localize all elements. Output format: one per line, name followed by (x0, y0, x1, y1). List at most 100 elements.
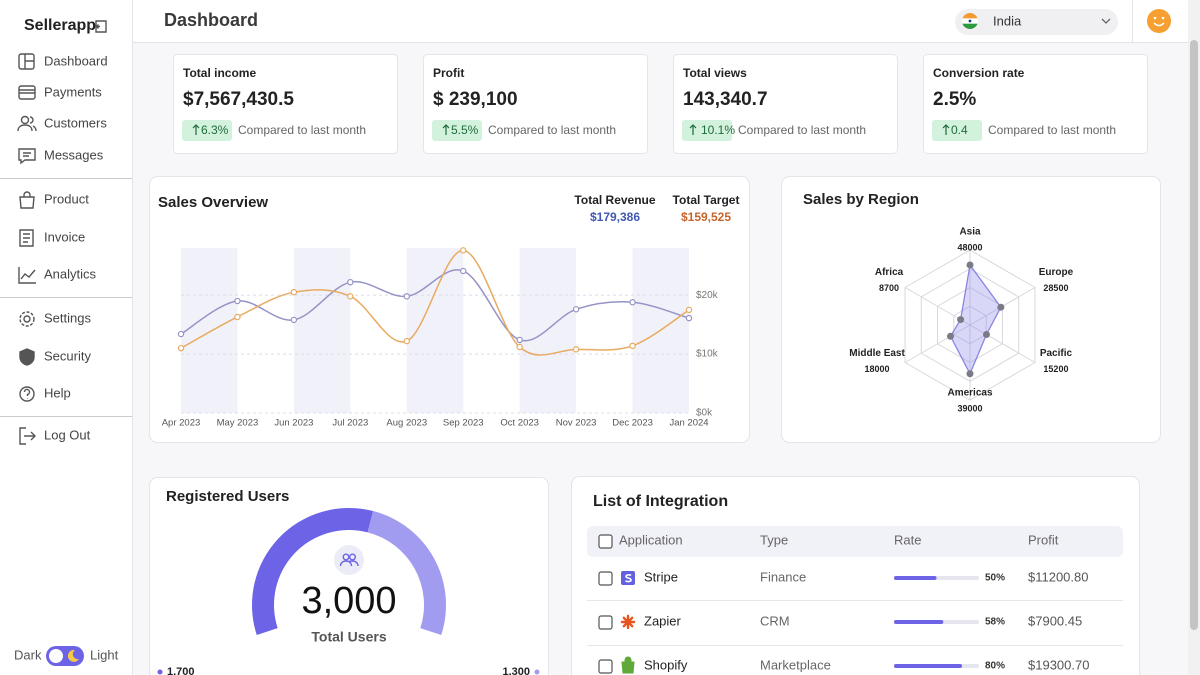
legend-value: 1,300 (502, 666, 530, 675)
app-type: CRM (760, 613, 790, 628)
series-line (180, 249, 690, 356)
checkbox[interactable] (598, 534, 613, 549)
product-icon (19, 191, 35, 209)
scrollbar-thumb[interactable] (1190, 40, 1198, 630)
checkbox[interactable] (598, 615, 613, 630)
nav-item[interactable]: Product (44, 191, 89, 206)
up-arrow (689, 124, 697, 135)
country-select[interactable] (955, 9, 1118, 35)
column-header: Application (619, 532, 683, 547)
brand: Sellerapp (24, 17, 96, 34)
x-tick-label: Sep 2023 (443, 418, 484, 429)
x-tick-label: Nov 2023 (556, 418, 597, 429)
nav-item[interactable]: Payments (44, 84, 102, 99)
data-point (403, 293, 410, 300)
data-point (234, 297, 241, 305)
nav-item[interactable]: Customers (44, 115, 107, 130)
kpi-value: 143,340.7 (683, 89, 768, 110)
region-value: 39000 (957, 403, 982, 413)
data-point (347, 293, 354, 300)
chevron-icon (1101, 18, 1111, 24)
x-tick-label: Jun 2023 (274, 418, 313, 429)
help-icon (19, 386, 35, 402)
flag-icon (962, 13, 978, 29)
avatar[interactable] (1147, 9, 1171, 33)
kpi-note: Compared to last month (988, 123, 1116, 137)
rate-label: 58% (985, 617, 1005, 628)
nav-item[interactable]: Settings (44, 310, 91, 325)
logout-icon (19, 427, 36, 445)
kpi-note: Compared to last month (738, 123, 866, 137)
kpi-change: 0.4 (951, 123, 968, 137)
card-title: Registered Users (166, 488, 289, 505)
y-tick-label: $0k (696, 408, 713, 419)
avatar-smile (1153, 22, 1165, 27)
change-badge (182, 120, 232, 141)
settings-icon (19, 311, 35, 327)
data-point (460, 267, 467, 275)
column-header: Rate (894, 532, 921, 547)
up-arrow (942, 124, 950, 135)
nav-item[interactable]: Analytics (44, 266, 97, 281)
radar-point (997, 303, 1005, 311)
legend-total: $159,525 (681, 210, 731, 224)
app-name: Shopify (644, 657, 688, 672)
collapse-icon (95, 20, 107, 33)
invoice-icon (19, 229, 34, 247)
data-point (629, 299, 636, 306)
up-arrow (442, 124, 450, 135)
change-badge (932, 120, 982, 141)
radar-point (982, 331, 990, 338)
nav-item[interactable]: Security (44, 348, 91, 363)
avatar-eye (1153, 16, 1157, 20)
stripe-logo-mark (625, 574, 632, 583)
kpi-title: Profit (433, 66, 464, 80)
kpi-change: 6.3% (201, 123, 229, 137)
checkbox[interactable] (598, 659, 613, 674)
gauge-segment (251, 507, 374, 635)
nav-item[interactable]: Log Out (44, 427, 91, 442)
profit: $19300.70 (1028, 657, 1089, 672)
gauge-segment (367, 511, 446, 635)
rate-bar (894, 664, 962, 668)
change-badge (432, 120, 482, 141)
nav-item[interactable]: Messages (44, 147, 104, 162)
region-label: Middle East (849, 348, 905, 359)
x-tick-label: Apr 2023 (162, 418, 201, 429)
data-point (516, 336, 523, 344)
kpi-note: Compared to last month (238, 123, 366, 137)
radar-spoke (969, 324, 1036, 363)
region-label: Asia (959, 227, 981, 238)
series-line (180, 269, 690, 342)
data-point (685, 306, 693, 314)
checkbox[interactable] (598, 571, 613, 586)
data-point (234, 313, 241, 321)
data-point (572, 306, 580, 313)
kpi-value: $ 239,100 (433, 89, 518, 110)
radar-point (957, 316, 965, 324)
x-tick-label: Aug 2023 (386, 418, 427, 429)
rate-bar (894, 576, 937, 580)
messages-icon (18, 148, 36, 165)
legend-dot (157, 669, 163, 675)
nav-item[interactable]: Dashboard (44, 53, 108, 68)
app-name: Zapier (644, 613, 682, 628)
kpi-change: 10.1% (701, 123, 735, 137)
customers-icon (17, 115, 37, 132)
sidebar (0, 0, 132, 675)
profit: $7900.45 (1028, 613, 1082, 628)
nav-item[interactable]: Invoice (44, 229, 85, 244)
data-point (290, 316, 298, 324)
region-label: Pacific (1040, 348, 1073, 359)
kpi-title: Total views (683, 66, 747, 80)
data-point (516, 343, 523, 351)
legend-dot (534, 669, 540, 675)
payments-icon (18, 85, 36, 100)
total-value: 3,000 (301, 580, 396, 622)
radar-point (947, 332, 955, 340)
radar-point (966, 261, 974, 269)
x-tick-label: Dec 2023 (612, 418, 653, 429)
sidebar-icons (17, 20, 107, 445)
nav-item[interactable]: Help (44, 385, 71, 400)
